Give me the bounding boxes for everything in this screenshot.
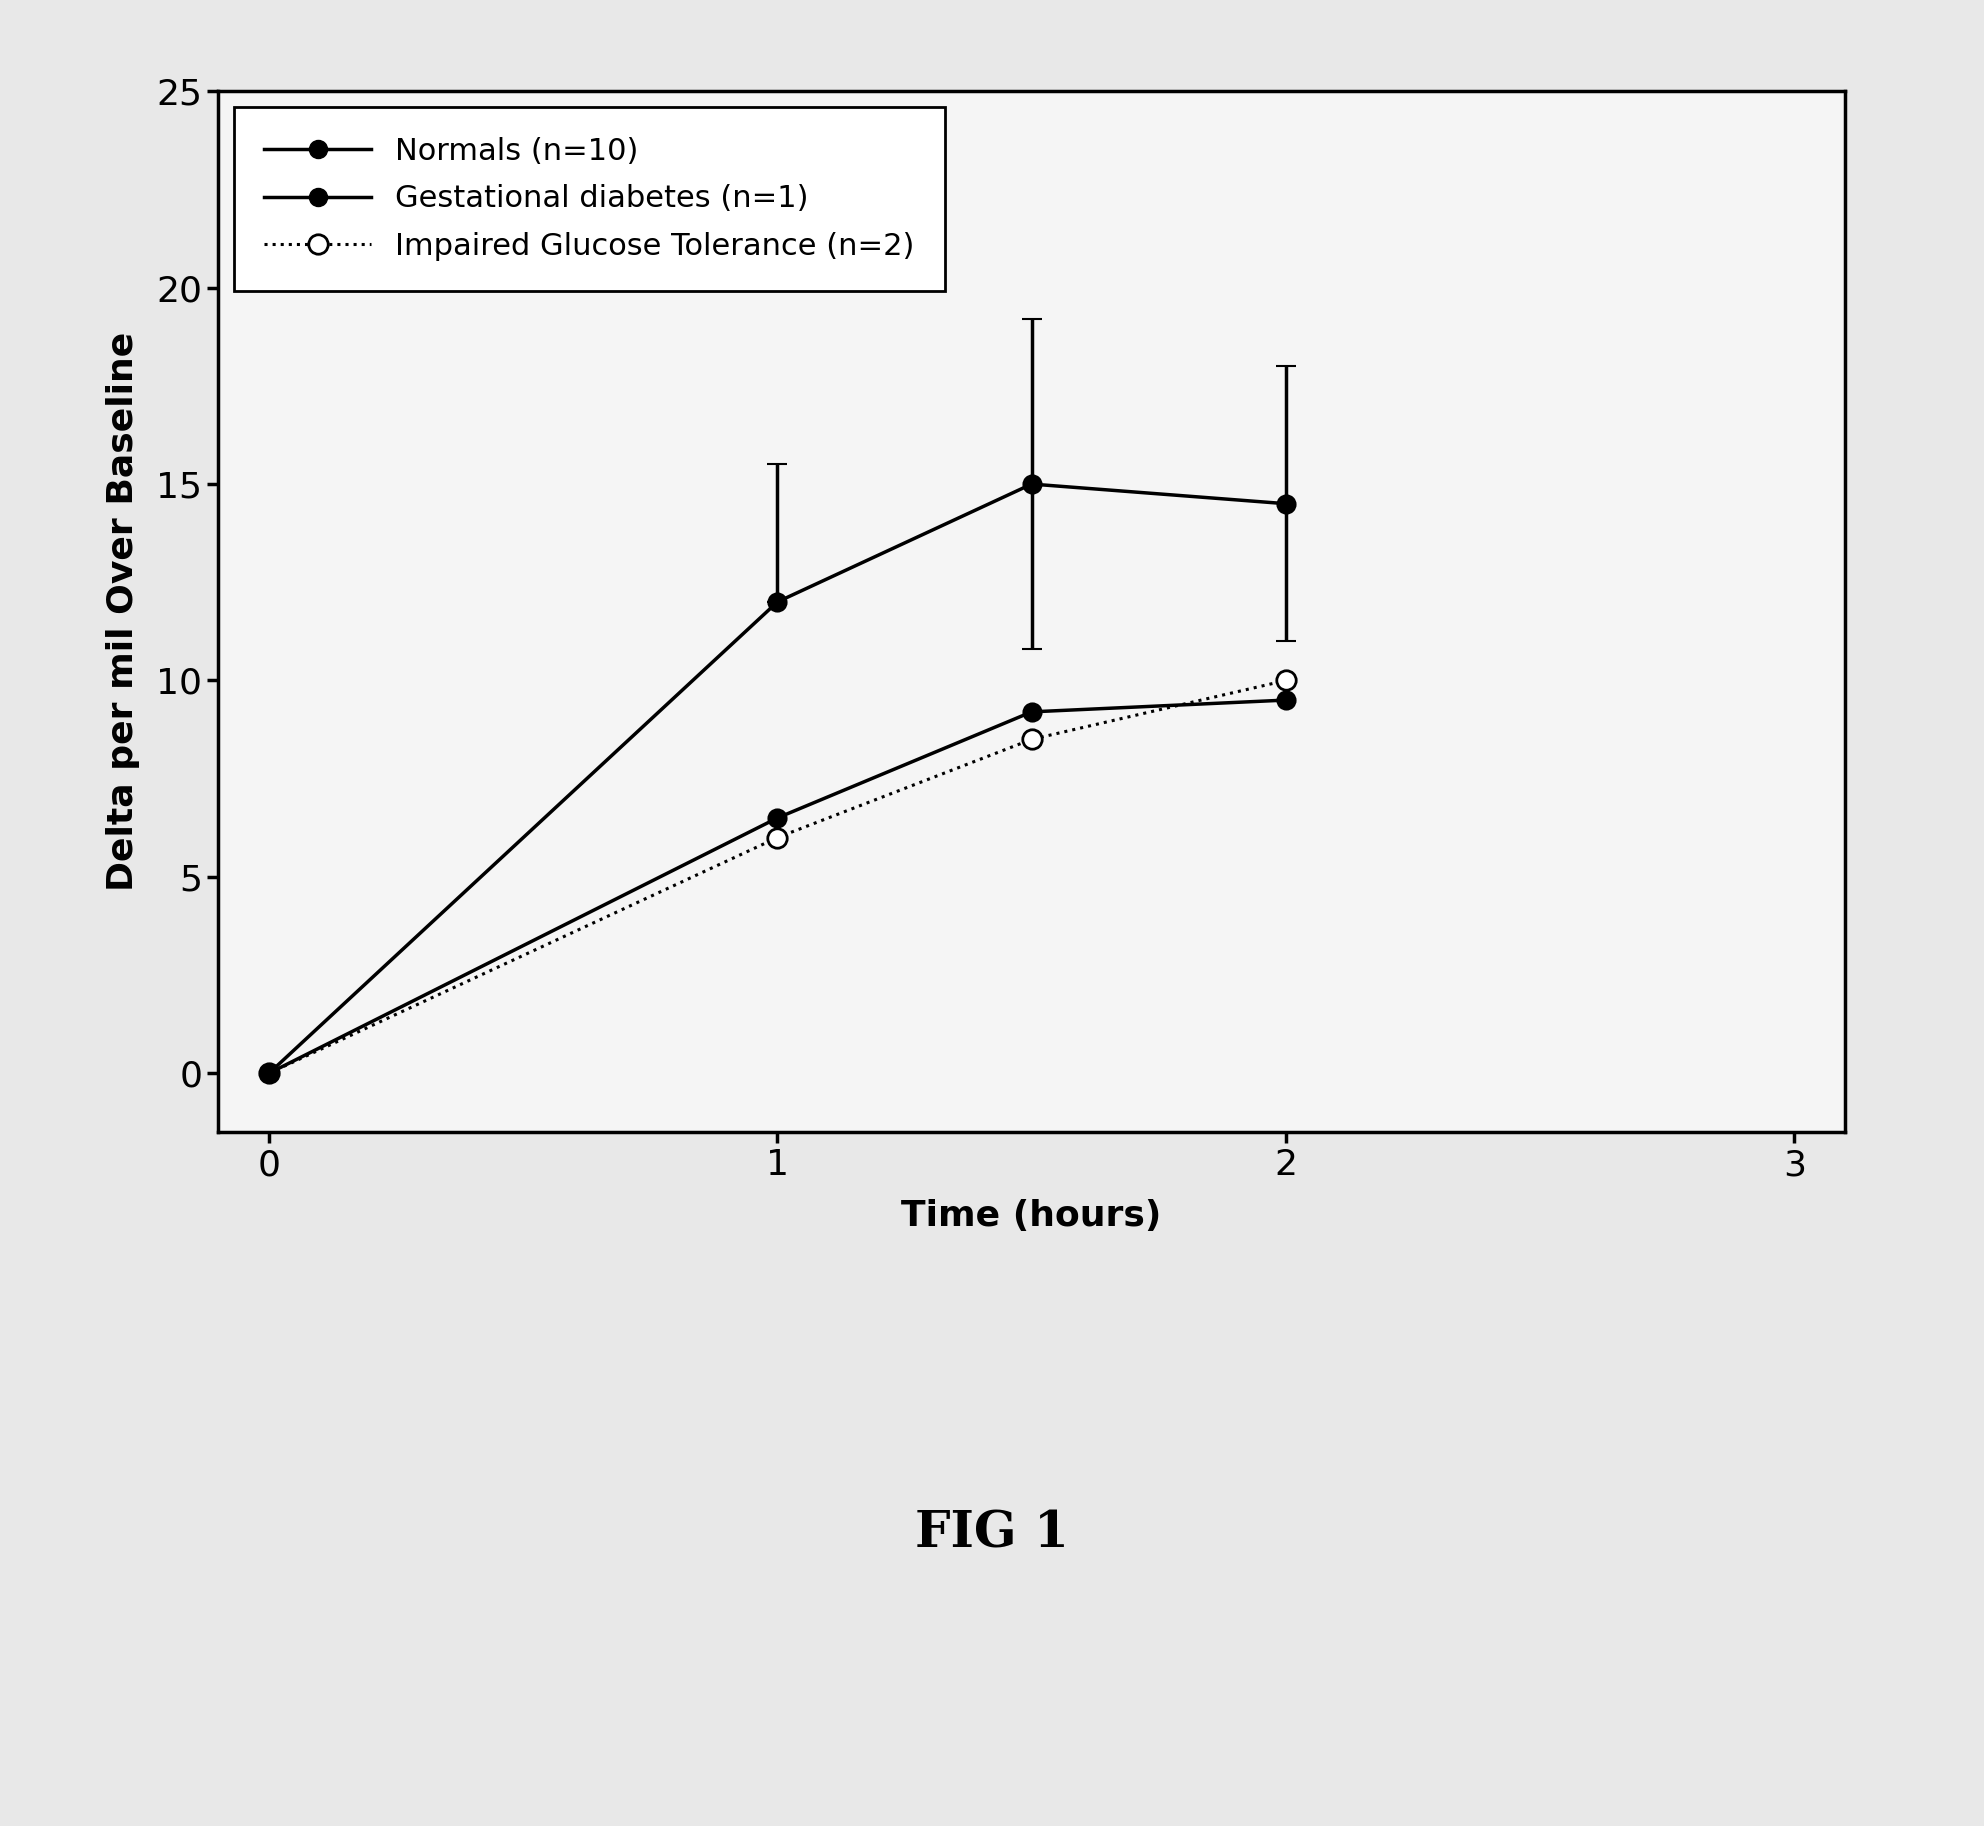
Impaired Glucose Tolerance (n=2) [258,1063,282,1085]
Y-axis label: Delta per mil Over Baseline: Delta per mil Over Baseline [105,332,139,891]
Gestational diabetes (n=1) [1020,701,1044,723]
Gestational diabetes (n=1) [1274,688,1298,710]
Gestational diabetes (n=1) [258,1063,282,1085]
Impaired Glucose Tolerance (n=2) [766,827,790,849]
Impaired Glucose Tolerance (n=2) [1020,729,1044,750]
Gestational diabetes (n=1) [766,807,790,829]
Line: Gestational diabetes (n=1): Gestational diabetes (n=1) [260,690,1296,1083]
Text: FIG 1: FIG 1 [915,1510,1069,1558]
X-axis label: Time (hours): Time (hours) [901,1198,1163,1233]
Legend: Normals (n=10), Gestational diabetes (n=1), Impaired Glucose Tolerance (n=2): Normals (n=10), Gestational diabetes (n=… [234,106,946,292]
Impaired Glucose Tolerance (n=2) [1274,670,1298,692]
Line: Impaired Glucose Tolerance (n=2): Impaired Glucose Tolerance (n=2) [260,670,1296,1083]
